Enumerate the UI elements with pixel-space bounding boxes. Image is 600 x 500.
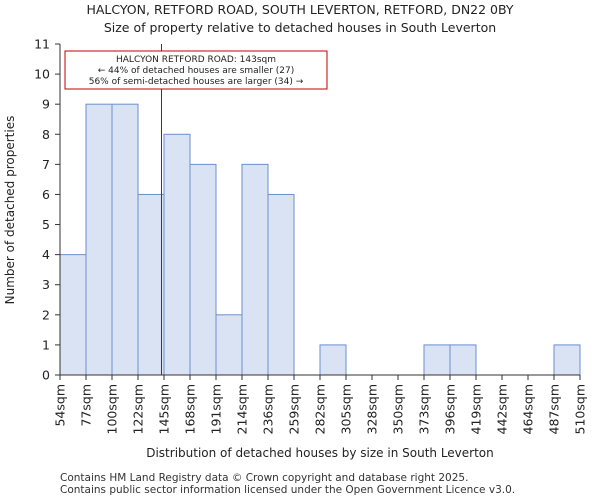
x-axis-label: Distribution of detached houses by size … xyxy=(146,446,494,460)
bar-396sqm xyxy=(449,344,477,376)
y-tick-label: 6 xyxy=(42,187,50,202)
annotation-line-3: 56% of semi-detached houses are larger (… xyxy=(89,77,304,87)
y-tick-label: 9 xyxy=(42,97,50,112)
x-tick-label: 419sqm xyxy=(469,384,484,434)
y-tick-label: 3 xyxy=(42,277,50,292)
footer-copyright: Contains HM Land Registry data © Crown c… xyxy=(60,472,469,484)
bar-487sqm xyxy=(553,344,581,376)
annotation-line-1: HALCYON RETFORD ROAD: 143sqm xyxy=(116,55,276,65)
x-tick-label: 145sqm xyxy=(157,384,172,434)
x-tick-label: 236sqm xyxy=(261,384,276,434)
chart-subtitle: Size of property relative to detached ho… xyxy=(103,20,497,35)
bar-214sqm xyxy=(241,163,269,376)
x-tick-label: 305sqm xyxy=(339,384,354,434)
bar-100sqm xyxy=(111,103,139,376)
x-tick-label: 373sqm xyxy=(417,384,432,434)
footer-licence: Contains public sector information licen… xyxy=(60,484,516,496)
x-tick-label: 100sqm xyxy=(105,384,120,434)
bar-168sqm xyxy=(189,163,217,376)
y-tick-label: 0 xyxy=(42,368,50,383)
x-tick-label: 168sqm xyxy=(183,384,198,434)
x-tick-label: 464sqm xyxy=(521,384,536,434)
chart-title: HALCYON, RETFORD ROAD, SOUTH LEVERTON, R… xyxy=(86,2,514,17)
y-axis-label: Number of detached properties xyxy=(3,116,17,305)
y-tick-label: 7 xyxy=(42,157,50,172)
x-tick-label: 282sqm xyxy=(313,384,328,434)
x-tick-label: 54sqm xyxy=(53,384,68,427)
y-tick-label: 1 xyxy=(42,337,50,352)
x-tick-label: 510sqm xyxy=(573,384,588,434)
annotation-rect xyxy=(64,50,328,90)
y-tick-label: 5 xyxy=(42,217,50,232)
y-tick-label: 8 xyxy=(42,127,50,142)
bar-145sqm xyxy=(163,133,191,376)
y-tick-label: 2 xyxy=(42,307,50,322)
bar-373sqm xyxy=(423,344,451,376)
bar-54sqm xyxy=(59,254,87,376)
x-tick-label: 328sqm xyxy=(365,384,380,434)
x-tick-label: 214sqm xyxy=(235,384,250,434)
x-tick-label: 487sqm xyxy=(547,384,562,434)
y-tick-label: 4 xyxy=(42,247,50,262)
x-tick-label: 259sqm xyxy=(287,384,302,434)
x-tick-label: 191sqm xyxy=(209,384,224,434)
bar-236sqm xyxy=(267,193,295,376)
annotation-line-2: ← 44% of detached houses are smaller (27… xyxy=(98,66,295,76)
bar-122sqm xyxy=(137,193,165,376)
bar-191sqm xyxy=(215,314,243,376)
x-tick-label: 350sqm xyxy=(391,384,406,434)
bar-282sqm xyxy=(319,344,347,376)
x-tick-label: 442sqm xyxy=(495,384,510,434)
x-tick-label: 396sqm xyxy=(443,384,458,434)
y-tick-label: 11 xyxy=(34,37,50,52)
bar-77sqm xyxy=(85,103,113,376)
x-tick-label: 77sqm xyxy=(79,384,94,427)
x-tick-label: 122sqm xyxy=(131,384,146,434)
annotation-box: HALCYON RETFORD ROAD: 143sqm ← 44% of de… xyxy=(64,50,328,90)
y-tick-label: 10 xyxy=(34,67,50,82)
